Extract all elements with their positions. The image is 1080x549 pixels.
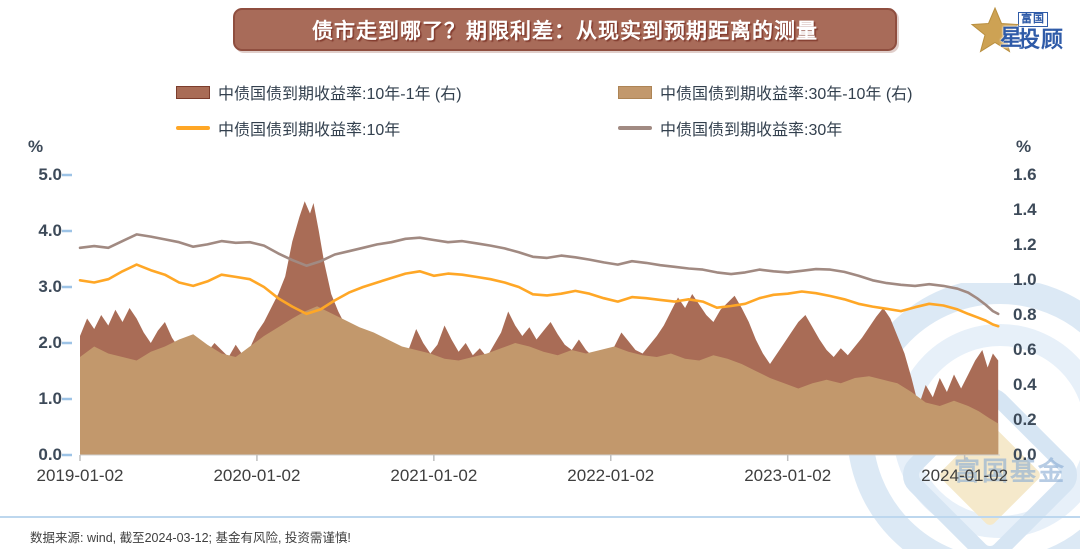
legend-swatch-line-orange [176, 126, 210, 130]
right-axis-tick-label: 0.0 [1013, 445, 1037, 464]
x-axis-tick-label: 2019-01-02 [36, 466, 124, 485]
right-axis-tick-label: 1.2 [1013, 235, 1037, 254]
legend-label: 中债国债到期收益率:30年-10年 (右) [660, 86, 913, 103]
legend-item-30y-10y: 中债国债到期收益率:30年-10年 (右) [618, 80, 912, 104]
legend-label: 中债国债到期收益率:10年 [218, 122, 401, 139]
right-axis-tick-label: 0.8 [1013, 305, 1037, 324]
right-axis-tick-label: 0.4 [1013, 375, 1037, 394]
brand-name-large: 投顾 [1017, 26, 1064, 52]
x-axis-tick-label: 2021-01-02 [390, 466, 478, 485]
x-axis-tick-label: 2022-01-02 [567, 466, 655, 485]
left-axis-unit: % [28, 137, 44, 156]
legend-label: 中债国债到期收益率:30年 [660, 122, 843, 139]
legend-swatch-area-tan [618, 85, 652, 99]
right-axis-unit: % [1016, 137, 1032, 156]
x-axis-tick-label: 2024-01-02 [921, 466, 1009, 485]
left-axis-tick-label: 5.0 [38, 165, 62, 184]
legend-item-10y-1y: 中债国债到期收益率:10年-1年 (右) [176, 80, 462, 104]
left-axis-tick-label: 2.0 [38, 333, 62, 352]
brand-star-char: 星 [999, 25, 1022, 50]
left-axis-tick-label: 3.0 [38, 277, 62, 296]
brand-name-small: 富国 [1017, 11, 1048, 27]
right-axis-tick-label: 1.0 [1013, 270, 1037, 289]
source-note: 数据来源: wind, 截至2024-03-12; 基金有风险, 投资需谨慎! [30, 531, 351, 545]
x-axis-tick-label: 2023-01-02 [744, 466, 832, 485]
page-title: 债市走到哪了？期限利差：从现实到预期距离的测量 [233, 8, 897, 51]
left-axis-tick-label: 4.0 [38, 221, 62, 240]
x-axis-tick-label: 2020-01-02 [213, 466, 301, 485]
star-icon: 星 [970, 6, 1022, 56]
right-axis-tick-label: 0.6 [1013, 340, 1037, 359]
watermark-text: 富国基金 [954, 456, 1067, 486]
left-axis-tick-label: 0.0 [38, 445, 62, 464]
legend-item-10y: 中债国债到期收益率:10年 [176, 116, 400, 140]
legend-label: 中债国债到期收益率:10年-1年 (右) [218, 86, 462, 103]
brand-logo: 星 富国 投顾 [970, 6, 1064, 56]
legend-item-30y: 中债国债到期收益率:30年 [618, 116, 842, 140]
legend-swatch-area-brown [176, 85, 210, 99]
left-axis-tick-label: 1.0 [38, 389, 62, 408]
right-axis-tick-label: 1.4 [1013, 200, 1037, 219]
legend-swatch-line-gray [618, 126, 652, 130]
right-axis-tick-label: 0.2 [1013, 410, 1037, 429]
right-axis-tick-label: 1.6 [1013, 165, 1037, 184]
page-title-text: 债市走到哪了？期限利差：从现实到预期距离的测量 [312, 19, 818, 43]
footer-divider [0, 516, 1080, 518]
